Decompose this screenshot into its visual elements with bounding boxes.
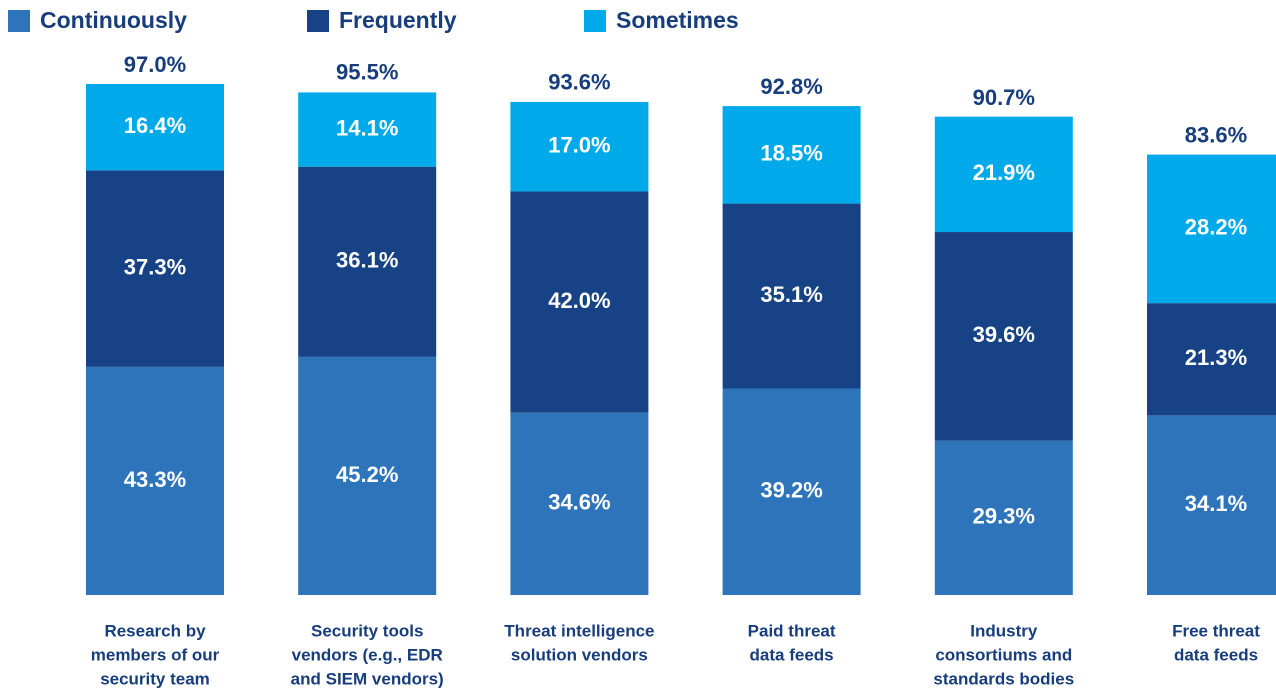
x-tick-label: data feeds bbox=[750, 645, 834, 664]
data-label: 29.3% bbox=[973, 504, 1035, 529]
x-tick-label: standards bodies bbox=[933, 669, 1074, 688]
bar-segment bbox=[86, 366, 224, 595]
bar-segment bbox=[86, 84, 224, 171]
data-label: 28.2% bbox=[1185, 215, 1247, 240]
data-label: 43.3% bbox=[124, 467, 186, 492]
bar-segment bbox=[1147, 154, 1276, 304]
bar-segment bbox=[510, 412, 649, 595]
legend-swatch bbox=[8, 10, 30, 32]
x-tick-label: consortiums and bbox=[935, 645, 1072, 664]
legend-label: Sometimes bbox=[616, 7, 739, 33]
data-label: 39.6% bbox=[973, 322, 1035, 347]
legend-swatch bbox=[307, 10, 329, 32]
bar-segment bbox=[934, 232, 1073, 441]
total-label: 83.6% bbox=[1185, 122, 1247, 147]
data-label: 17.0% bbox=[548, 133, 610, 158]
bar-segment bbox=[510, 101, 649, 192]
x-tick-label: members of our bbox=[91, 645, 220, 664]
bar-segment bbox=[722, 106, 861, 204]
data-label: 16.4% bbox=[124, 113, 186, 138]
legend-label: Continuously bbox=[40, 7, 187, 33]
bar-segment bbox=[298, 166, 437, 357]
x-tick-label: and SIEM vendors) bbox=[291, 669, 444, 688]
bar-segment bbox=[1147, 415, 1276, 595]
data-label: 18.5% bbox=[760, 141, 822, 166]
bar-segment bbox=[1147, 303, 1276, 416]
legend-swatch bbox=[584, 10, 606, 32]
bar-segment bbox=[934, 440, 1073, 595]
x-tick-label: Threat intelligence bbox=[504, 621, 654, 640]
data-label: 14.1% bbox=[336, 115, 398, 140]
x-tick-label: Research by bbox=[104, 621, 206, 640]
bar-segment bbox=[722, 203, 861, 389]
x-tick-label: Paid threat bbox=[748, 621, 836, 640]
data-label: 35.1% bbox=[760, 282, 822, 307]
data-label: 34.6% bbox=[548, 490, 610, 515]
x-tick-label: Industry bbox=[970, 621, 1038, 640]
bar-segment bbox=[86, 170, 224, 367]
data-label: 36.1% bbox=[336, 248, 398, 273]
data-label: 21.9% bbox=[973, 160, 1035, 185]
x-tick-label: Security tools bbox=[311, 621, 423, 640]
x-tick-label: vendors (e.g., EDR bbox=[292, 645, 443, 664]
total-label: 90.7% bbox=[973, 85, 1035, 110]
x-tick-label: data feeds bbox=[1174, 645, 1258, 664]
bar-segment bbox=[510, 191, 649, 413]
bar-segment bbox=[298, 92, 437, 167]
data-label: 45.2% bbox=[336, 462, 398, 487]
data-label: 39.2% bbox=[760, 478, 822, 503]
bar-segment bbox=[722, 388, 861, 595]
data-label: 37.3% bbox=[124, 254, 186, 279]
total-label: 95.5% bbox=[336, 60, 398, 85]
bar-segment bbox=[298, 356, 437, 595]
data-label: 42.0% bbox=[548, 288, 610, 313]
total-label: 97.0% bbox=[124, 52, 186, 77]
data-label: 34.1% bbox=[1185, 491, 1247, 516]
legend-label: Frequently bbox=[339, 7, 457, 33]
x-tick-label: security team bbox=[100, 669, 210, 688]
total-label: 93.6% bbox=[548, 70, 610, 95]
bar-segment bbox=[934, 116, 1073, 233]
data-label: 21.3% bbox=[1185, 345, 1247, 370]
total-label: 92.8% bbox=[760, 74, 822, 99]
x-tick-label: Free threat bbox=[1172, 621, 1260, 640]
x-tick-label: solution vendors bbox=[511, 645, 648, 664]
